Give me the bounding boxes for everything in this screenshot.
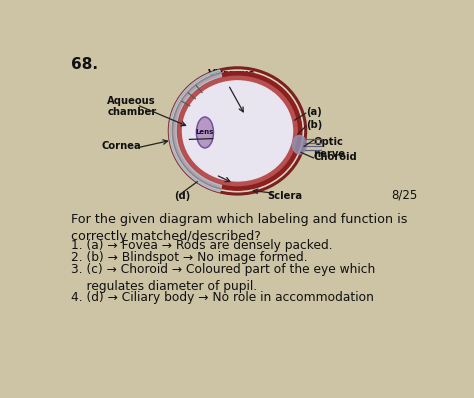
Ellipse shape [178, 76, 297, 185]
Text: (d): (d) [174, 191, 190, 201]
Ellipse shape [173, 72, 302, 190]
Polygon shape [169, 70, 222, 192]
Text: Optic
nerve: Optic nerve [313, 137, 346, 159]
Text: Choroid: Choroid [313, 152, 357, 162]
Text: 4. (d) → Ciliary body → No role in accommodation: 4. (d) → Ciliary body → No role in accom… [71, 291, 374, 304]
Text: Aqueous
chamber: Aqueous chamber [107, 96, 156, 117]
Text: Sclera: Sclera [267, 191, 302, 201]
Text: For the given diagram which labeling and function is
correctly matched/described: For the given diagram which labeling and… [71, 213, 407, 243]
Text: (c): (c) [190, 134, 204, 144]
Text: Vitreous
chamber: Vitreous chamber [208, 69, 257, 91]
Text: (b): (b) [306, 120, 322, 130]
Text: 68.: 68. [71, 57, 98, 72]
Text: 2. (b) → Blindspot → No image formed.: 2. (b) → Blindspot → No image formed. [71, 251, 308, 264]
Ellipse shape [169, 68, 306, 194]
Text: 1. (a) → Fovea → Rods are densely packed.: 1. (a) → Fovea → Rods are densely packed… [71, 239, 332, 252]
Text: Cornea: Cornea [102, 141, 142, 151]
Text: 8/25: 8/25 [391, 189, 417, 202]
Text: 3. (c) → Choroid → Coloured part of the eye which
    regulates diameter of pupi: 3. (c) → Choroid → Coloured part of the … [71, 263, 375, 293]
Ellipse shape [182, 81, 292, 181]
Ellipse shape [292, 136, 307, 154]
Text: Lens: Lens [196, 129, 214, 135]
Text: (a): (a) [306, 107, 321, 117]
Ellipse shape [196, 117, 213, 148]
Text: Retina: Retina [205, 171, 241, 181]
